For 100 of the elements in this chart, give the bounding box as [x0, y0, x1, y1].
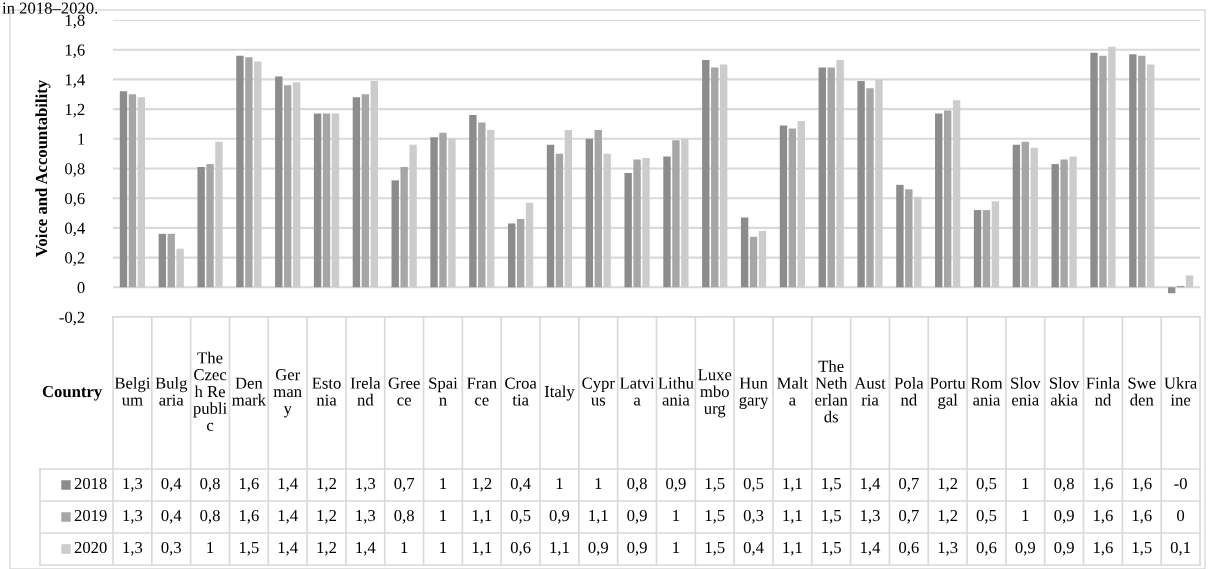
data-label: 1,4 — [356, 542, 376, 556]
x-tick-label: Greece — [388, 377, 420, 406]
data-label: 1,6 — [1094, 477, 1113, 492]
data-label: 1,1 — [472, 542, 492, 556]
data-label: 0,5 — [976, 509, 997, 524]
bar — [487, 129, 495, 288]
data-label: 1,5 — [705, 542, 725, 556]
bar — [973, 210, 982, 288]
legend-label: 2019 — [74, 509, 107, 522]
data-label: 0,8 — [200, 477, 220, 492]
data-label: 0,3 — [161, 541, 181, 556]
data-label: 0,4 — [161, 477, 182, 492]
text: in 2018–2020. — [2, 2, 98, 14]
bar — [797, 120, 805, 288]
x-tick-label: Slovakia — [1049, 377, 1080, 406]
y-tick-label: 0,2 — [65, 252, 85, 266]
data-label: 1,1 — [783, 478, 802, 492]
data-label: 1,3 — [123, 509, 143, 524]
data-label: 1 — [1022, 510, 1029, 522]
data-label: 0,9 — [1054, 541, 1074, 556]
y-tick-label: 1,6 — [65, 44, 85, 59]
y-tick-label: 1,8 — [65, 14, 85, 29]
bar — [1051, 164, 1059, 288]
bar — [935, 113, 943, 288]
x-tick-label: Slovenia — [1011, 377, 1041, 406]
bar — [585, 138, 594, 288]
data-label: 1,5 — [822, 510, 841, 524]
bar — [603, 153, 611, 288]
bar — [991, 201, 1000, 288]
bar — [952, 100, 961, 288]
data-label: 1 — [595, 478, 602, 490]
bar — [564, 129, 573, 288]
bar — [1090, 52, 1098, 288]
bar — [361, 94, 370, 288]
bar — [469, 115, 477, 288]
data-label: 1,1 — [589, 510, 608, 524]
data-label: 0,6 — [510, 541, 531, 556]
data-label: 1,5 — [1132, 542, 1152, 556]
data-label: 0,4 — [161, 509, 182, 524]
bar — [749, 236, 758, 288]
data-label: 0,5 — [743, 477, 764, 492]
bar — [215, 141, 223, 288]
bar — [546, 144, 555, 288]
y-tick-label: 1,2 — [65, 103, 85, 118]
bar — [430, 137, 438, 288]
bar — [633, 159, 641, 288]
data-label: 0,8 — [627, 477, 647, 492]
data-label: 0,9 — [627, 541, 647, 556]
data-label: 1,5 — [822, 478, 841, 492]
data-label: 1 — [401, 542, 408, 554]
bar — [1030, 147, 1038, 288]
bar — [672, 140, 680, 288]
data-label: 1,6 — [1132, 509, 1152, 524]
bar — [176, 248, 184, 288]
y-tick-label: 0,8 — [65, 163, 85, 177]
data-label: 1,4 — [861, 478, 881, 492]
bar — [1069, 156, 1077, 288]
bar — [167, 233, 175, 288]
bar — [137, 97, 146, 288]
bar — [197, 167, 205, 288]
data-label: 1,6 — [1132, 477, 1152, 492]
bar — [516, 218, 525, 288]
bar — [1060, 159, 1068, 288]
bar — [448, 138, 456, 288]
data-label: 1,5 — [705, 510, 725, 524]
data-label: 0,6 — [976, 541, 997, 556]
x-tick-label: Denmark — [232, 377, 266, 406]
bar — [1129, 54, 1137, 288]
bar — [1108, 46, 1116, 288]
x-tick-label: Lithuania — [658, 377, 694, 406]
legend-label: 2018 — [74, 477, 107, 490]
y-tick-label: 0 — [77, 282, 85, 294]
bar — [594, 129, 602, 288]
x-tick-label: The Netherlands — [815, 360, 848, 423]
data-label: 1,3 — [356, 509, 376, 524]
data-label: 1 — [673, 542, 680, 554]
data-label: 0,7 — [394, 477, 415, 492]
data-label: 1,1 — [783, 510, 802, 524]
bar — [624, 172, 632, 288]
data-label: 1,1 — [783, 542, 802, 556]
x-tick-label: Italy — [544, 385, 575, 401]
data-label: 1,6 — [239, 477, 259, 492]
x-tick-label: Croatia — [505, 377, 537, 406]
bar — [391, 180, 399, 288]
bar — [525, 202, 534, 288]
data-label: 1,1 — [472, 510, 492, 524]
bar — [818, 67, 826, 288]
bar — [158, 233, 166, 288]
data-label: 0,9 — [1015, 541, 1036, 556]
bar — [827, 67, 835, 288]
data-label: 1,2 — [938, 509, 958, 524]
bar — [331, 113, 340, 288]
bar — [1021, 141, 1029, 288]
bar — [896, 184, 904, 288]
data-label: 1,5 — [705, 478, 725, 492]
y-tick-label: -0,2 — [59, 311, 85, 326]
data-label: 0 — [1177, 509, 1185, 522]
bar — [875, 79, 883, 288]
data-label: 1 — [440, 510, 447, 522]
bar — [370, 80, 378, 288]
